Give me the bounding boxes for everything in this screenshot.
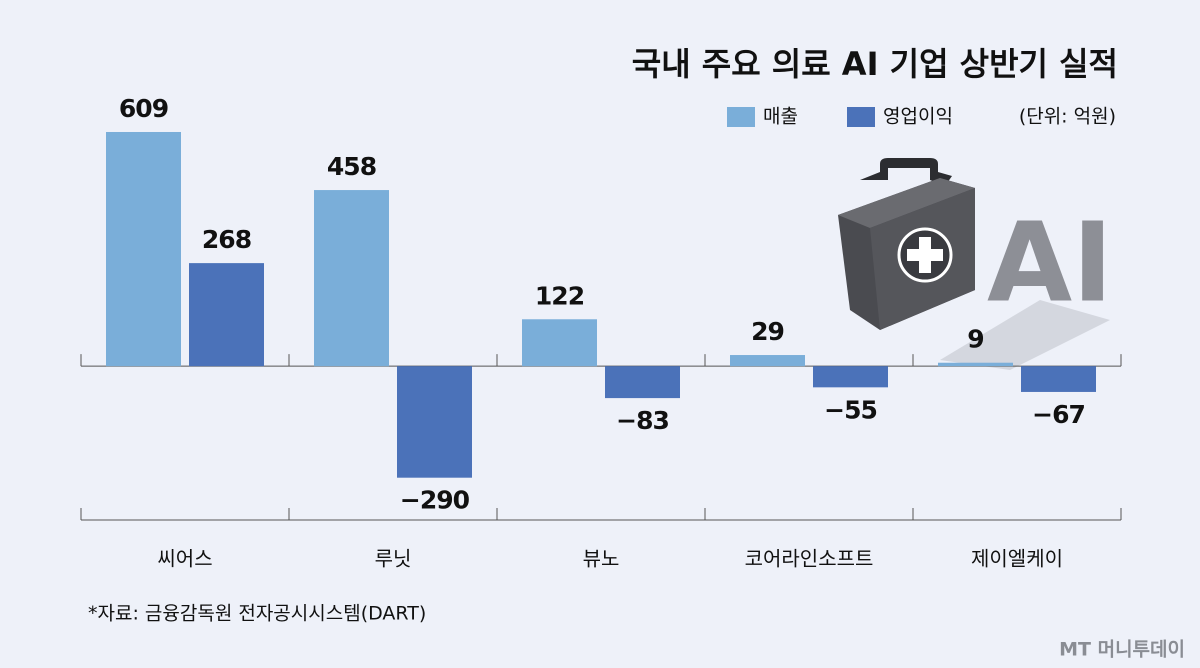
bar <box>605 366 680 399</box>
x-tick-label: 코어라인소프트 <box>745 547 874 571</box>
case-handle <box>860 158 952 186</box>
x-tick-label: 뷰노 <box>583 547 620 571</box>
value-label: 458 <box>327 152 376 181</box>
bar <box>522 319 597 367</box>
legend-label: 영업이익 <box>883 106 953 128</box>
bar <box>397 366 472 478</box>
value-label: 609 <box>119 94 168 123</box>
bar <box>106 131 181 367</box>
unit-note: (단위: 억원) <box>1019 106 1116 128</box>
case-top <box>838 178 975 228</box>
x-tick-label: 씨어스 <box>157 547 212 571</box>
value-label: 29 <box>751 317 784 346</box>
bar <box>314 190 389 367</box>
value-label: 122 <box>535 281 584 310</box>
ai-illustration-text: AI <box>987 198 1113 326</box>
legend-swatch <box>727 107 755 127</box>
legend-swatch <box>847 107 875 127</box>
value-label: −83 <box>616 406 669 435</box>
watermark: MT 머니투데이 <box>1059 639 1185 661</box>
source-note: *자료: 금융감독원 전자공시시스템(DART) <box>88 603 426 625</box>
value-label: −290 <box>400 486 470 515</box>
legend-label: 매출 <box>763 106 798 128</box>
value-label: −67 <box>1032 400 1085 429</box>
value-label: −55 <box>824 395 877 424</box>
x-tick-label: 제이엘케이 <box>971 547 1063 571</box>
cross <box>907 237 943 273</box>
illustration: AI <box>838 158 1113 370</box>
value-label: 268 <box>202 225 251 254</box>
ai-shadow <box>940 300 1110 370</box>
bar <box>1021 366 1096 392</box>
bar <box>813 366 888 388</box>
bar <box>938 362 1013 367</box>
value-label: 9 <box>967 325 983 354</box>
x-tick-label: 루닛 <box>375 547 412 571</box>
bar <box>189 263 264 367</box>
chart-title: 국내 주요 의료 AI 기업 상반기 실적 <box>632 45 1118 83</box>
bar <box>730 355 805 367</box>
